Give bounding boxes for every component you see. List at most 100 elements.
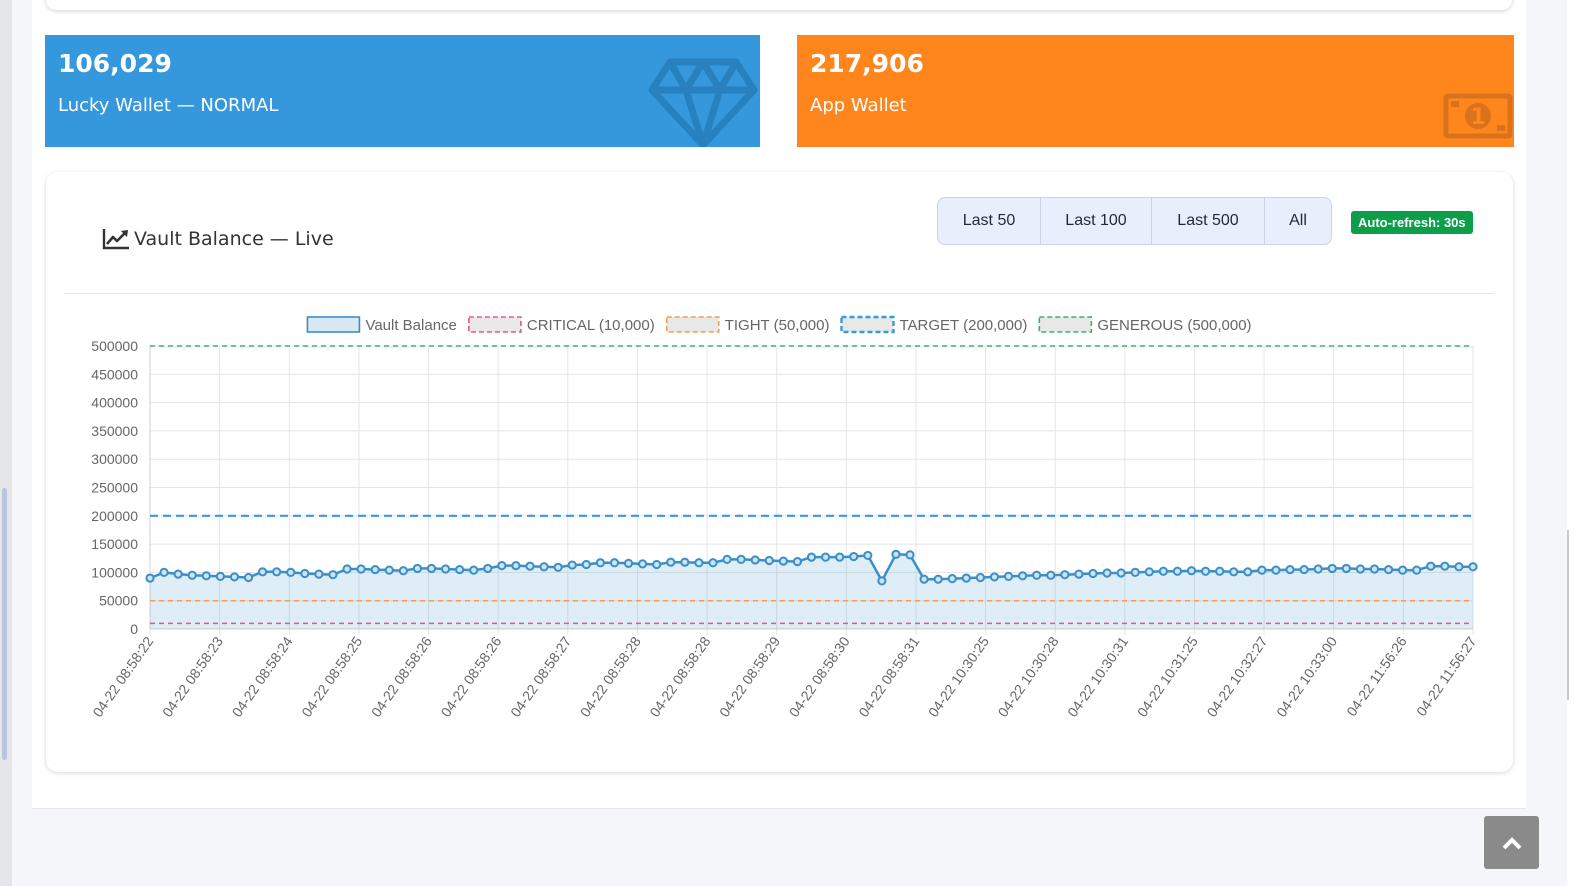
data-point xyxy=(849,551,859,562)
legend-item: TARGET (200,000) xyxy=(840,315,1027,334)
data-point xyxy=(1215,566,1225,576)
data-point xyxy=(159,567,169,577)
y-tick-label: 50000 xyxy=(99,593,138,609)
data-point xyxy=(1158,566,1168,576)
legend-swatch xyxy=(665,316,720,333)
data-point xyxy=(553,562,563,572)
data-point xyxy=(187,570,197,580)
legend-swatch xyxy=(1038,316,1093,333)
vault-balance-card: Vault Balance — Live Last 50 Last 100 La… xyxy=(46,172,1513,772)
data-point xyxy=(820,552,831,562)
data-point xyxy=(1102,568,1112,578)
legend-swatch xyxy=(306,316,361,333)
data-point xyxy=(469,565,479,575)
app-wallet-label: App Wallet xyxy=(810,95,907,116)
last-50-button[interactable]: Last 50 xyxy=(937,197,1041,245)
right-scrollbar-thumb[interactable] xyxy=(1567,530,1569,700)
y-tick-label: 300000 xyxy=(91,451,138,467)
data-point xyxy=(694,558,704,568)
data-point xyxy=(1032,570,1042,580)
card-title-text: Vault Balance — Live xyxy=(134,228,334,250)
x-tick-label: 04-22 08:58:28 xyxy=(646,633,713,720)
lucky-wallet-box: 106,029 Lucky Wallet — NORMAL xyxy=(45,35,760,147)
data-point xyxy=(638,559,648,569)
x-tick-label: 04-22 08:58:22 xyxy=(89,633,156,720)
data-point xyxy=(398,566,408,576)
x-tick-label: 04-22 08:58:24 xyxy=(229,633,296,720)
legend-swatch xyxy=(840,315,895,334)
data-point xyxy=(891,549,901,559)
data-point xyxy=(229,572,240,582)
data-point xyxy=(1341,563,1351,574)
scroll-to-top-button[interactable] xyxy=(1484,816,1539,869)
x-tick-label: 04-22 10:30:28 xyxy=(995,633,1062,720)
data-point xyxy=(511,561,521,571)
chevron-up-icon xyxy=(1502,836,1521,849)
x-tick-label: 04-22 10:32:27 xyxy=(1203,633,1270,720)
x-tick-label: 04-22 08:58:25 xyxy=(298,633,365,720)
svg-text:1: 1 xyxy=(1470,105,1485,130)
y-tick-label: 150000 xyxy=(91,536,138,552)
data-point xyxy=(497,561,507,571)
all-button[interactable]: All xyxy=(1264,197,1332,245)
x-tick-label: 04-22 10:30:25 xyxy=(925,633,992,720)
data-point xyxy=(877,576,887,586)
legend-label: TIGHT (50,000) xyxy=(725,317,830,334)
data-point xyxy=(1313,564,1323,574)
x-tick-label: 04-22 08:58:23 xyxy=(159,633,226,720)
data-point xyxy=(680,557,690,567)
x-tick-label: 04-22 08:58:26 xyxy=(368,633,435,720)
data-point xyxy=(1355,564,1366,574)
left-scrollbar[interactable] xyxy=(0,0,12,886)
data-point xyxy=(1088,568,1098,579)
last-100-button[interactable]: Last 100 xyxy=(1040,197,1152,245)
data-point xyxy=(440,564,451,574)
data-point xyxy=(370,564,380,575)
data-point xyxy=(455,564,465,575)
data-point xyxy=(286,567,296,577)
card-title: Vault Balance — Live xyxy=(102,228,334,250)
data-point xyxy=(356,564,366,574)
data-point xyxy=(1398,565,1408,575)
left-scrollbar-thumb[interactable] xyxy=(2,488,7,760)
legend-label: Vault Balance xyxy=(365,317,456,334)
data-point xyxy=(426,563,437,574)
data-point xyxy=(173,569,183,579)
data-point xyxy=(201,571,211,581)
data-point xyxy=(1003,571,1014,581)
chart-line-icon xyxy=(102,229,129,250)
y-tick-label: 250000 xyxy=(91,480,138,496)
legend-label: GENEROUS (500,000) xyxy=(1097,317,1251,334)
data-point xyxy=(863,550,873,561)
legend-item: TIGHT (50,000) xyxy=(665,316,830,334)
y-tick-label: 400000 xyxy=(91,395,138,411)
data-point xyxy=(328,570,338,580)
data-point xyxy=(1074,569,1084,579)
data-point xyxy=(1144,567,1154,577)
right-scrollbar[interactable] xyxy=(1567,0,1582,886)
data-point xyxy=(750,555,760,565)
data-point xyxy=(623,558,634,568)
data-point xyxy=(722,554,732,564)
x-tick-label: 04-22 10:33:00 xyxy=(1273,633,1340,720)
card-divider xyxy=(64,293,1494,294)
last-500-button[interactable]: Last 500 xyxy=(1151,197,1265,245)
legend-item: CRITICAL (10,000) xyxy=(468,316,655,334)
lucky-wallet-label: Lucky Wallet — NORMAL xyxy=(58,95,279,116)
x-tick-label: 04-22 08:58:31 xyxy=(855,633,922,720)
data-point xyxy=(483,563,493,574)
data-point xyxy=(764,555,774,566)
data-point xyxy=(1243,567,1253,577)
y-tick-label: 100000 xyxy=(91,564,138,580)
data-point xyxy=(384,565,394,575)
legend-label: TARGET (200,000) xyxy=(899,317,1027,334)
data-point xyxy=(1046,570,1056,580)
data-point xyxy=(1257,565,1267,575)
top-card xyxy=(46,0,1512,10)
x-tick-label: 04-22 08:58:28 xyxy=(577,633,644,720)
data-point xyxy=(272,567,282,577)
x-tick-label: 04-22 08:58:30 xyxy=(786,633,853,720)
data-point xyxy=(919,574,929,584)
data-point xyxy=(1116,568,1126,578)
data-point xyxy=(1200,566,1211,576)
